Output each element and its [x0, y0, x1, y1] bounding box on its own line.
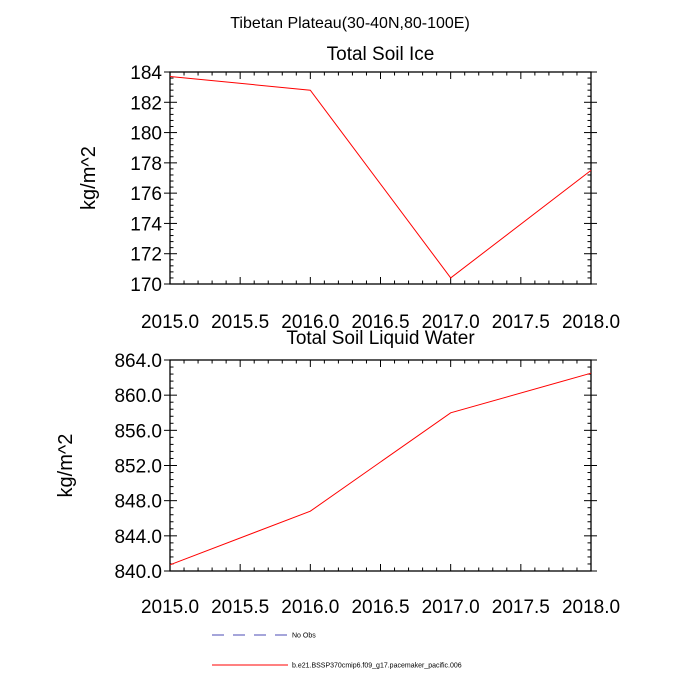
legend: No Obs b.e21.BSSP370cmip6.f09_g17.pacemak…: [212, 633, 462, 670]
chart-2-y-tick-label: 840.0: [114, 562, 162, 583]
legend-label-1: No Obs: [292, 633, 316, 640]
chart-2-y-axis-label: kg/m^2: [55, 434, 77, 498]
chart-1-x-tick-label: 2016.5: [351, 312, 409, 333]
chart-1-y-tick-label: 184: [130, 63, 162, 84]
chart-2-x-tick-label: 2017.0: [422, 597, 480, 618]
chart-2-y-tick-label: 848.0: [114, 492, 162, 513]
chart-2-x-tick-label: 2017.5: [492, 597, 550, 618]
figure-title: Tibetan Plateau(30-40N,80-100E): [230, 15, 470, 32]
chart-1-y-tick-label: 172: [130, 245, 162, 266]
chart-1-y-tick-label: 178: [130, 154, 162, 175]
chart-1-x-tick-label: 2017.0: [422, 312, 480, 333]
chart-1-x-tick-label: 2015.0: [141, 312, 199, 333]
chart-2-x-tick-label: 2016.5: [351, 597, 409, 618]
chart-2-y-tick-label: 852.0: [114, 457, 162, 478]
chart-2-x-tick-label: 2015.0: [141, 597, 199, 618]
chart-1-x-tick-label: 2018.0: [562, 312, 620, 333]
chart-1-y-axis-label: kg/m^2: [78, 146, 100, 210]
chart-2-x-tick-label: 2018.0: [562, 597, 620, 618]
chart-1-y-tick-label: 182: [130, 93, 162, 114]
legend-label-2: b.e21.BSSP370cmip6.f09_g17.pacemaker_pac…: [292, 663, 462, 670]
chart-panel-total-soil-ice: Total Soil Ice 2015.0 2015.5 2016.0 2016.5 20…: [78, 44, 620, 333]
chart-2-y-tick-label: 856.0: [114, 421, 162, 442]
chart-2-plot-frame: [169, 359, 592, 572]
chart-2-x-tick-label: 2015.5: [211, 597, 269, 618]
chart-2-series-line: [169, 372, 592, 566]
chart-2-title: Total Soil Liquid Water: [286, 328, 475, 349]
chart-1-y-tick-label: 176: [130, 184, 162, 205]
chart-2-y-tick-label: 844.0: [114, 527, 162, 548]
chart-1-plot-frame: [169, 71, 592, 285]
chart-panel-total-soil-liquid-water: Total Soil Liquid Water 2015.0 2015.5 2016.…: [55, 328, 620, 618]
chart-2-y-tick-label: 860.0: [114, 386, 162, 407]
chart-1-y-tick-label: 174: [130, 214, 162, 235]
chart-1-x-tick-label: 2016.0: [281, 312, 339, 333]
chart-1-x-tick-label: 2017.5: [492, 312, 550, 333]
chart-2-y-tick-label: 864.0: [114, 351, 162, 372]
chart-1-series-line: [169, 76, 592, 279]
chart-1-x-tick-label: 2015.5: [211, 312, 269, 333]
chart-1-y-tick-label: 170: [130, 275, 162, 296]
chart-1-y-tick-label: 180: [130, 124, 162, 145]
chart-1-title: Total Soil Ice: [327, 44, 435, 65]
chart-2-x-tick-label: 2016.0: [281, 597, 339, 618]
